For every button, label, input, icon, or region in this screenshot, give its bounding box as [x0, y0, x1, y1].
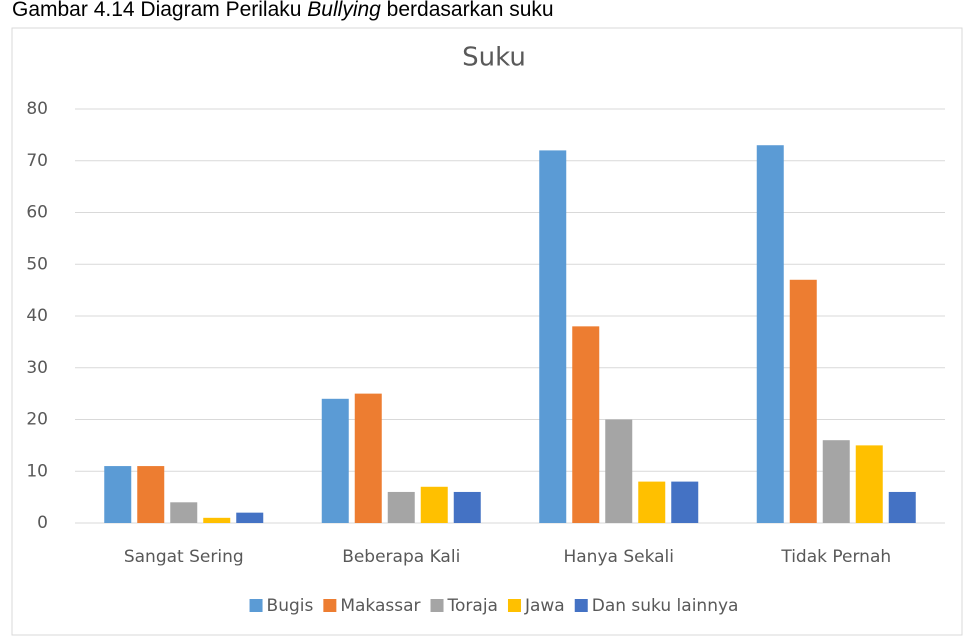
y-tick-label: 70 — [26, 151, 48, 171]
bar — [539, 150, 566, 523]
bar — [355, 394, 382, 523]
caption-part: Gambar 4.14 Diagram Perilaku — [12, 0, 307, 21]
bar — [790, 280, 817, 523]
page: Gambar 4.14 Diagram Perilaku Bullying be… — [0, 0, 980, 639]
y-tick-label: 60 — [26, 203, 48, 223]
y-tick-label: 30 — [26, 358, 48, 378]
bar — [322, 399, 349, 523]
caption: Gambar 4.14 Diagram Perilaku Bullying be… — [12, 0, 554, 21]
y-tick-label: 0 — [37, 513, 48, 533]
legend-swatch — [250, 599, 263, 612]
x-tick-label: Beberapa Kali — [342, 547, 460, 567]
bar — [671, 482, 698, 523]
caption-italic: Bullying — [307, 0, 381, 21]
bar — [605, 420, 632, 524]
bar — [638, 482, 665, 523]
bar — [137, 466, 164, 523]
y-tick-label: 20 — [26, 410, 48, 430]
bar — [823, 440, 850, 523]
x-tick-label: Hanya Sekali — [563, 547, 674, 567]
y-tick-label: 40 — [26, 306, 48, 326]
chart-frame — [12, 28, 962, 635]
bar — [856, 445, 883, 523]
y-tick-label: 80 — [26, 99, 48, 119]
bar — [170, 502, 197, 523]
y-tick-label: 10 — [26, 461, 48, 481]
legend-swatch — [508, 599, 521, 612]
y-tick-label: 50 — [26, 254, 48, 274]
bar — [421, 487, 448, 523]
chart-title: Suku — [462, 43, 526, 73]
bar — [757, 145, 784, 523]
bar — [454, 492, 481, 523]
legend-label: Dan suku lainnya — [592, 596, 739, 616]
legend-swatch — [575, 599, 588, 612]
bar — [236, 513, 263, 523]
legend-label: Makassar — [340, 596, 420, 616]
bar — [104, 466, 131, 523]
legend-swatch — [431, 599, 444, 612]
bar — [388, 492, 415, 523]
x-tick-label: Tidak Pernah — [780, 547, 891, 567]
bar — [203, 518, 230, 523]
legend-label: Toraja — [447, 596, 498, 616]
bar — [889, 492, 916, 523]
x-tick-label: Sangat Sering — [124, 547, 244, 567]
bar — [572, 326, 599, 523]
legend-swatch — [323, 599, 336, 612]
legend-label: Bugis — [267, 596, 314, 616]
caption-part: berdasarkan suku — [381, 0, 554, 21]
legend-label: Jawa — [524, 596, 565, 616]
